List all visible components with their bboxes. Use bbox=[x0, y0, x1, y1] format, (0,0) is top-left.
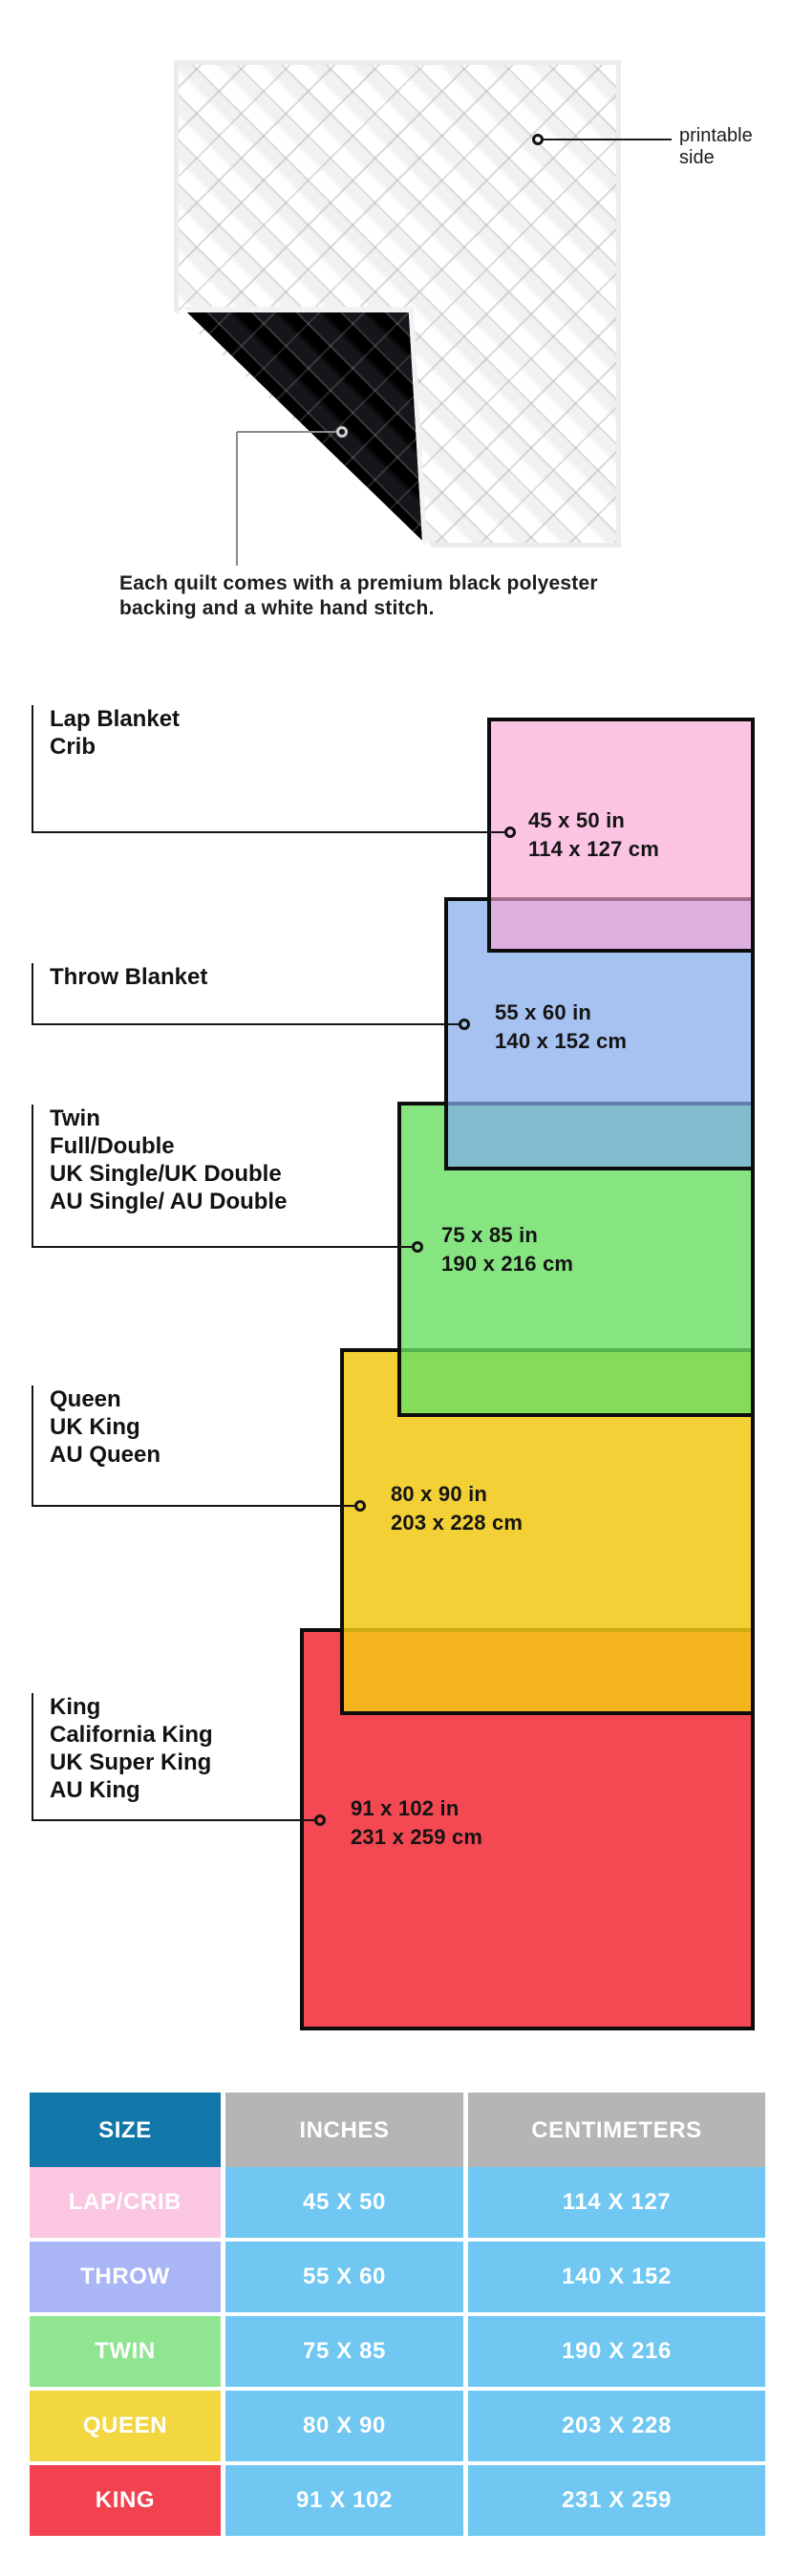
table-header-inches: INCHES bbox=[225, 2093, 463, 2169]
callout-dot-icon bbox=[459, 1019, 470, 1030]
table-row-cm-cell: 114 X 127 bbox=[468, 2167, 765, 2238]
leader-line bbox=[32, 1105, 33, 1248]
table-row-size-cell: TWIN bbox=[30, 2316, 221, 2387]
table-row-inches-cell: 55 X 60 bbox=[225, 2242, 463, 2312]
size-cm: 203 x 228 cm bbox=[391, 1511, 524, 1535]
label-twin: Twin Full/Double UK Single/UK Double AU … bbox=[50, 1105, 287, 1215]
label-line: Queen bbox=[50, 1386, 121, 1412]
size-cm: 190 x 216 cm bbox=[441, 1252, 574, 1276]
caption-line-2: backing and a white hand stitch. bbox=[119, 597, 435, 619]
table-row-inches-cell: 91 X 102 bbox=[225, 2465, 463, 2536]
size-in: 55 x 60 in bbox=[495, 1000, 592, 1024]
label-line: Throw Blanket bbox=[50, 964, 208, 990]
table-row-inches-cell: 45 X 50 bbox=[225, 2167, 463, 2238]
table-header-centimeters: CENTIMETERS bbox=[468, 2093, 765, 2169]
quilt-caption: Each quilt comes with a premium black po… bbox=[119, 571, 731, 621]
table-row-size-cell: KING bbox=[30, 2465, 221, 2536]
label-line: AU Queen bbox=[50, 1442, 161, 1468]
leader-line bbox=[32, 831, 504, 833]
label-lap-crib: Lap Blanket Crib bbox=[50, 705, 180, 761]
quilt-illustration bbox=[174, 60, 621, 547]
label-line: Lap Blanket bbox=[50, 706, 181, 732]
callout-line bbox=[237, 431, 336, 433]
label-line: UK Super King bbox=[50, 1750, 212, 1775]
table-row-cm-cell: 140 X 152 bbox=[468, 2242, 765, 2312]
callout-dot-icon bbox=[504, 826, 516, 838]
table-row-inches-cell: 80 X 90 bbox=[225, 2391, 463, 2461]
size-in: 45 x 50 in bbox=[528, 808, 626, 832]
callout-line bbox=[544, 139, 672, 140]
size-in: 91 x 102 in bbox=[351, 1796, 460, 1820]
label-line: King bbox=[50, 1694, 101, 1720]
label-line: California King bbox=[50, 1722, 213, 1748]
leader-line bbox=[32, 1819, 314, 1821]
callout-dot-icon bbox=[314, 1814, 326, 1826]
size-in: 80 x 90 in bbox=[391, 1482, 488, 1506]
leader-line bbox=[32, 1693, 33, 1821]
leader-line bbox=[32, 1246, 412, 1248]
size-rect-lap bbox=[487, 718, 755, 953]
table-header-size: SIZE bbox=[30, 2093, 221, 2169]
table-row-cm-cell: 203 X 228 bbox=[468, 2391, 765, 2461]
table-row-size-cell: QUEEN bbox=[30, 2391, 221, 2461]
label-line: AU Single/ AU Double bbox=[50, 1189, 288, 1214]
table-row-cm-cell: 231 X 259 bbox=[468, 2465, 765, 2536]
size-cm: 114 x 127 cm bbox=[528, 837, 659, 861]
size-cm: 231 x 259 cm bbox=[351, 1825, 483, 1849]
label-line: Full/Double bbox=[50, 1133, 175, 1159]
label-king: King California King UK Super King AU Ki… bbox=[50, 1693, 213, 1804]
size-text-queen: 80 x 90 in 203 x 228 cm bbox=[391, 1480, 523, 1537]
leader-line bbox=[32, 1023, 459, 1025]
size-text-king: 91 x 102 in 231 x 259 cm bbox=[351, 1794, 482, 1852]
size-text-throw: 55 x 60 in 140 x 152 cm bbox=[495, 998, 627, 1056]
size-cm: 140 x 152 cm bbox=[495, 1029, 628, 1053]
callout-dot-icon bbox=[412, 1241, 423, 1253]
leader-line bbox=[32, 705, 33, 833]
table-row-size-cell: LAP/CRIB bbox=[30, 2167, 221, 2238]
label-queen: Queen UK King AU Queen bbox=[50, 1385, 160, 1469]
callout-dot-icon bbox=[532, 134, 544, 145]
label-line: UK King bbox=[50, 1414, 140, 1440]
leader-line bbox=[32, 1385, 33, 1507]
callout-dot-icon bbox=[354, 1500, 366, 1512]
label-throw: Throw Blanket bbox=[50, 963, 207, 991]
label-line: UK Single/UK Double bbox=[50, 1161, 282, 1187]
printable-side-label: printable side bbox=[679, 125, 753, 168]
size-text-lap: 45 x 50 in 114 x 127 cm bbox=[528, 806, 659, 864]
size-table: SIZE INCHES CENTIMETERS LAP/CRIB 45 X 50… bbox=[30, 2093, 765, 2536]
table-row-cm-cell: 190 X 216 bbox=[468, 2316, 765, 2387]
callout-dot-icon bbox=[336, 426, 348, 438]
table-row-size-cell: THROW bbox=[30, 2242, 221, 2312]
label-line: Twin bbox=[50, 1106, 100, 1131]
label-line: Crib bbox=[50, 734, 96, 760]
leader-line bbox=[32, 1505, 354, 1507]
caption-line-1: Each quilt comes with a premium black po… bbox=[119, 572, 598, 594]
size-in: 75 x 85 in bbox=[441, 1223, 539, 1247]
table-row-inches-cell: 75 X 85 bbox=[225, 2316, 463, 2387]
size-text-twin: 75 x 85 in 190 x 216 cm bbox=[441, 1221, 573, 1278]
label-line: AU King bbox=[50, 1777, 140, 1803]
leader-line bbox=[32, 963, 33, 1025]
callout-line bbox=[236, 432, 238, 566]
